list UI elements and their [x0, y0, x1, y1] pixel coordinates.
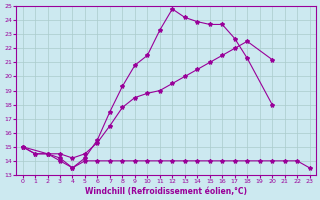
- X-axis label: Windchill (Refroidissement éolien,°C): Windchill (Refroidissement éolien,°C): [85, 187, 247, 196]
